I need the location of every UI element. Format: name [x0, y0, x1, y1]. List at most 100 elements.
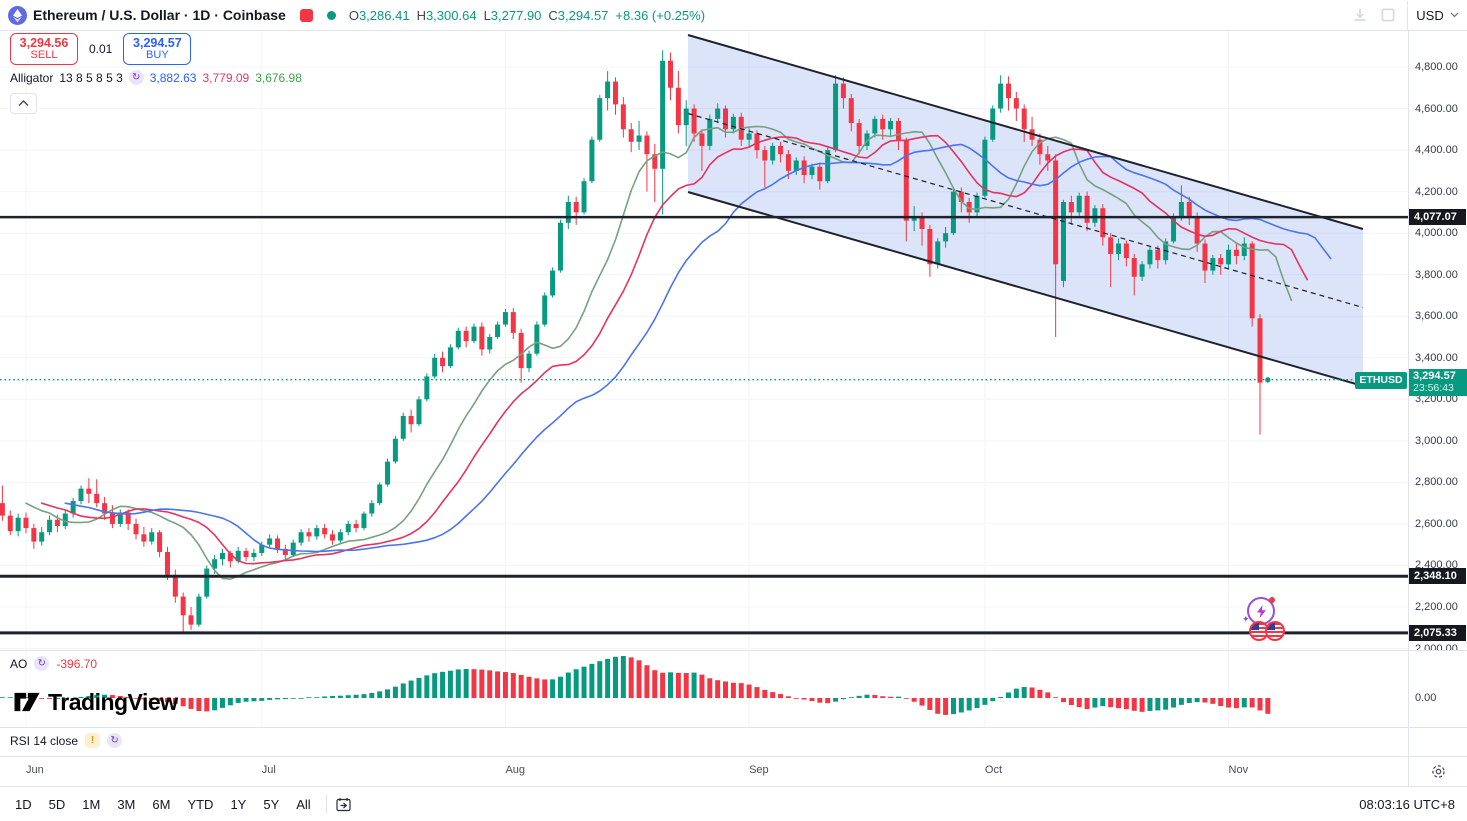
pane-separator[interactable] — [0, 650, 1467, 651]
sparkle-icon: ✦ — [1242, 614, 1250, 624]
axis-settings-corner[interactable] — [1409, 757, 1467, 785]
bottom-toolbar: 1D 5D 1M 3M 6M YTD 1Y 5Y All 08:03:16 UTC+8 — [0, 786, 1467, 821]
alligator-name[interactable]: Alligator — [10, 70, 54, 85]
price-tick: 4,400.00 — [1415, 144, 1458, 157]
notification-dot — [1269, 597, 1275, 603]
sell-label: SELL — [30, 48, 58, 61]
range-button-all[interactable]: All — [296, 796, 311, 812]
alligator-params: 13 8 5 8 5 3 — [59, 70, 123, 85]
close-value: 3,294.57 — [557, 7, 609, 23]
price-axis-border — [1408, 30, 1409, 786]
alligator-teeth-value: 3,779.09 — [202, 70, 250, 85]
collapse-legend-button[interactable] — [10, 93, 37, 114]
price-tick: 3,000.00 — [1415, 434, 1458, 447]
range-button-1m[interactable]: 1M — [82, 796, 101, 812]
alligator-jaw-value: 3,882.63 — [149, 70, 197, 85]
close-label: C — [548, 7, 558, 23]
range-button-5d[interactable]: 5D — [48, 796, 66, 812]
price-axis[interactable]: 4,800.00 4,600.00 4,400.00 4,200.00 4,000.00… — [1409, 30, 1467, 757]
month-tick-sep: Sep — [749, 764, 769, 776]
currency-label: USD — [1416, 7, 1444, 23]
ai-event-icon[interactable]: ✦ — [1242, 597, 1275, 625]
buy-price: 3,294.57 — [133, 35, 182, 50]
open-label: O — [348, 7, 359, 23]
drawing-price-label: 2,075.33 — [1409, 624, 1466, 641]
buy-label: BUY — [146, 48, 169, 61]
last-price-label: 3,294.57 23:56:43 — [1409, 368, 1467, 396]
chevron-down-icon — [1450, 12, 1459, 18]
price-tick: 4,600.00 — [1415, 102, 1458, 115]
drawing-price-label: 4,077.07 — [1409, 209, 1466, 226]
loading-spinner-icon[interactable]: ↻ — [107, 733, 123, 748]
ethereum-logo-icon — [8, 5, 27, 25]
drawing-price-label: 2,348.10 — [1409, 568, 1466, 585]
low-value: 3,277.90 — [490, 7, 542, 23]
price-tick: 3,200.00 — [1415, 393, 1458, 406]
sell-button[interactable]: 3,294.56 SELL — [10, 33, 78, 65]
symbol-title[interactable]: Ethereum / U.S. Dollar · 1D · Coinbase — [33, 7, 286, 23]
spread-value: 0.01 — [89, 42, 113, 56]
lightning-icon — [1256, 604, 1266, 618]
flag-icon[interactable] — [299, 8, 313, 22]
sell-price: 3,294.56 — [19, 35, 69, 50]
tradingview-watermark: TradingView — [12, 687, 178, 717]
gear-icon — [1431, 764, 1445, 778]
time-axis[interactable]: Jun Jul Aug Sep Oct Nov — [0, 757, 1408, 785]
currency-dropdown[interactable]: USD — [1407, 0, 1467, 30]
range-button-1y[interactable]: 1Y — [230, 796, 247, 812]
snapshot-icon[interactable] — [1351, 6, 1369, 24]
price-tick: 3,600.00 — [1415, 310, 1458, 323]
buy-button[interactable]: 3,294.57 BUY — [123, 33, 192, 65]
range-button-3m[interactable]: 3M — [117, 796, 136, 812]
warning-icon[interactable]: ! — [85, 733, 101, 748]
price-tick: 2,000.00 — [1415, 642, 1458, 650]
change-value: +8.36 (+0.25%) — [615, 7, 706, 23]
range-button-ytd[interactable]: YTD — [187, 796, 214, 812]
range-button-1d[interactable]: 1D — [15, 796, 32, 812]
alligator-legend: Alligator 13 8 5 8 5 3 ↻ 3,882.63 3,779.… — [10, 70, 302, 85]
clock-timezone[interactable]: 08:03:16 UTC+8 — [1359, 796, 1455, 812]
watermark-text: TradingView — [48, 688, 178, 715]
order-panel: 3,294.56 SELL 0.01 3,294.57 BUY — [10, 33, 192, 65]
top-toolbar: Ethereum / U.S. Dollar · 1D · Coinbase O… — [0, 0, 1467, 31]
ao-value: -396.70 — [56, 656, 98, 671]
alligator-lips-value: 3,676.98 — [255, 70, 302, 85]
topbar-right: USD — [1351, 0, 1467, 30]
us-economic-events-icons[interactable] — [1249, 621, 1285, 641]
symbol-price-tag: ETHUSD — [1355, 371, 1407, 389]
price-tick: 4,200.00 — [1415, 185, 1458, 198]
range-button-6m[interactable]: 6M — [152, 796, 171, 812]
ao-zero-tick: 0.00 — [1415, 692, 1437, 704]
month-tick-jul: Jul — [261, 764, 276, 776]
main-chart-canvas[interactable] — [0, 30, 1408, 650]
price-tick: 3,800.00 — [1415, 268, 1458, 281]
ao-legend: AO ↻ -396.70 — [10, 656, 97, 671]
ao-name[interactable]: AO — [10, 656, 28, 671]
price-tick: 4,800.00 — [1415, 61, 1458, 73]
month-tick-aug: Aug — [505, 764, 526, 776]
go-to-date-icon[interactable] — [335, 796, 352, 813]
rsi-name[interactable]: RSI 14 close — [10, 733, 79, 748]
loading-spinner-icon[interactable]: ↻ — [34, 656, 50, 671]
ohlc-values: O3,286.41 H3,300.64 L3,277.90 C3,294.57 +8.3… — [349, 8, 705, 23]
price-tick: 3,400.00 — [1415, 351, 1458, 364]
candle-countdown: 23:56:43 — [1413, 382, 1454, 395]
price-axis-ticks: 4,800.00 4,600.00 4,400.00 4,200.00 4,000.00… — [1409, 30, 1467, 650]
tradingview-logo-icon — [14, 692, 40, 712]
ao-histogram-canvas[interactable] — [0, 651, 1408, 727]
price-tick: 2,200.00 — [1415, 601, 1458, 613]
month-tick-nov: Nov — [1228, 764, 1249, 776]
low-label: L — [483, 7, 491, 23]
price-tick: 4,000.00 — [1415, 227, 1458, 240]
price-tick: 2,800.00 — [1415, 476, 1458, 489]
range-button-5y[interactable]: 5Y — [263, 796, 280, 812]
pane-separator — [0, 756, 1467, 757]
loading-spinner-icon[interactable]: ↻ — [128, 70, 144, 85]
last-price-value: 3,294.57 — [1413, 369, 1456, 382]
month-tick-jun: Jun — [25, 764, 44, 776]
fullscreen-icon[interactable] — [1379, 6, 1397, 24]
range-buttons: 1D 5D 1M 3M 6M YTD 1Y 5Y All — [0, 793, 318, 816]
high-label: H — [416, 7, 426, 23]
pane-separator[interactable] — [0, 727, 1467, 728]
